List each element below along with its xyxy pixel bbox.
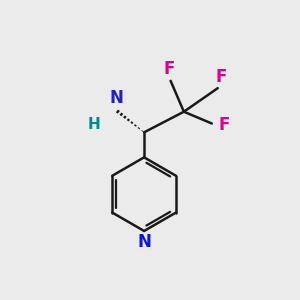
Text: F: F: [216, 68, 227, 86]
Text: F: F: [218, 116, 230, 134]
Text: N: N: [109, 89, 123, 107]
Text: F: F: [164, 60, 175, 78]
Text: H: H: [88, 118, 100, 133]
Text: N: N: [137, 233, 151, 251]
